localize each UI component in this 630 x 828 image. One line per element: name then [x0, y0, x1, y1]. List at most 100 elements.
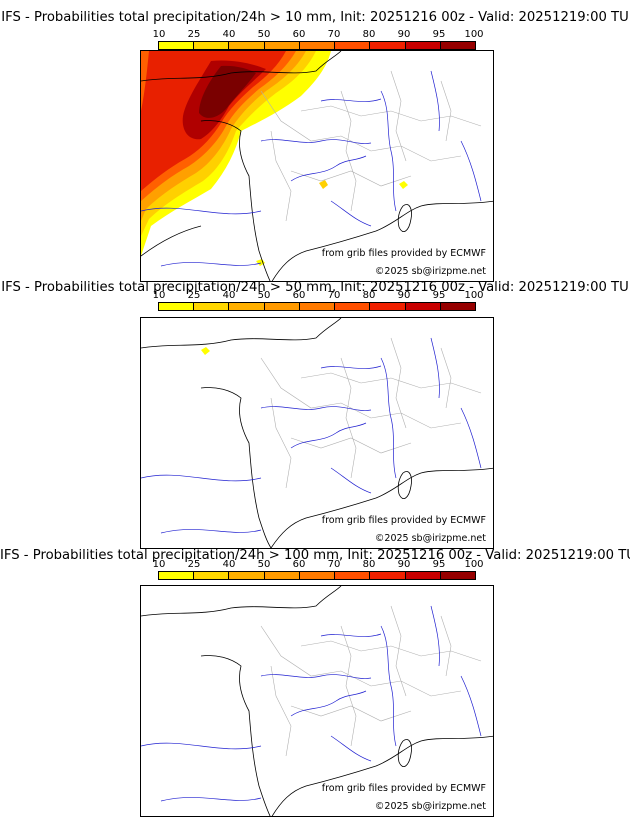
med-coast	[270, 467, 493, 548]
colorbar-swatch	[159, 42, 195, 49]
colorbar	[158, 571, 476, 580]
coastline	[141, 586, 342, 816]
colorbar-swatch	[335, 303, 371, 310]
map-svg	[141, 51, 493, 281]
tick-label: 60	[292, 29, 306, 40]
colorbar-swatch	[229, 572, 265, 579]
tick-label: 100	[464, 559, 484, 570]
admin-borders	[260, 337, 482, 489]
tick-label: 40	[222, 559, 236, 570]
rivers	[141, 337, 482, 534]
coastline	[141, 318, 342, 548]
prob-spot	[201, 347, 210, 355]
admin-borders	[260, 70, 482, 222]
tick-label: 90	[397, 29, 411, 40]
med-coast	[271, 200, 493, 281]
tick-label: 50	[257, 290, 271, 301]
colorbar-swatch	[264, 303, 300, 310]
colorbar-swatch	[335, 572, 371, 579]
map-france: from grib files provided by ECMWF ©2025 …	[140, 50, 494, 282]
tick-label: 40	[222, 29, 236, 40]
colorbar-swatch	[405, 42, 441, 49]
prob-area-95	[199, 65, 256, 118]
colorbar-swatch	[229, 303, 265, 310]
colorbar-swatch	[299, 303, 336, 310]
corsica	[397, 471, 412, 499]
tick-label: 10	[152, 290, 166, 301]
tick-label: 10	[152, 29, 166, 40]
admin-borders	[260, 605, 482, 757]
source-credit: from grib files provided by ECMWF	[320, 515, 487, 526]
colorbar-swatch	[264, 42, 300, 49]
colorbar-swatch	[299, 572, 336, 579]
corsica	[397, 204, 412, 232]
tick-label: 95	[432, 559, 446, 570]
tick-label: 80	[362, 29, 376, 40]
coastline	[141, 51, 342, 281]
tick-label: 40	[222, 290, 236, 301]
map-svg	[141, 318, 493, 548]
colorbar-swatch	[159, 572, 195, 579]
prob-spot	[319, 180, 328, 189]
panel-title: IFS - Probabilities total precipitation/…	[1, 10, 629, 25]
tick-label: 100	[464, 290, 484, 301]
tick-label: 25	[187, 559, 201, 570]
colorbar-swatch	[194, 303, 230, 310]
tick-label: 25	[187, 29, 201, 40]
colorbar-swatch	[370, 572, 406, 579]
tick-label: 95	[432, 290, 446, 301]
tick-label: 50	[257, 29, 271, 40]
map-france: from grib files provided by ECMWF ©2025 …	[140, 585, 494, 817]
colorbar-swatch	[264, 572, 300, 579]
tick-label: 80	[362, 290, 376, 301]
copyright-credit: ©2025 sb@irizpme.net	[373, 266, 487, 277]
med-coast	[271, 735, 493, 816]
colorbar-swatch	[194, 42, 230, 49]
source-credit: from grib files provided by ECMWF	[320, 248, 487, 259]
copyright-credit: ©2025 sb@irizpme.net	[373, 801, 487, 812]
map-france: from grib files provided by ECMWF ©2025 …	[140, 317, 494, 549]
tick-label: 50	[257, 559, 271, 570]
panel-100mm: IFS - Probabilities total precipitation/…	[0, 548, 630, 818]
colorbar-swatch	[405, 303, 441, 310]
colorbar-swatch	[440, 572, 475, 579]
tick-label: 70	[327, 29, 341, 40]
colorbar-swatch	[194, 572, 230, 579]
colorbar-swatch	[370, 303, 406, 310]
tick-label: 100	[464, 29, 484, 40]
tick-label: 90	[397, 559, 411, 570]
panel-title: IFS - Probabilities total precipitation/…	[0, 548, 630, 563]
tick-label: 80	[362, 559, 376, 570]
colorbar-swatch	[229, 42, 265, 49]
tick-label: 95	[432, 29, 446, 40]
prob-spot	[256, 259, 265, 266]
colorbar-ticks: 10 25 40 50 60 70 80 90 95 100	[142, 559, 492, 571]
map-svg	[141, 586, 493, 816]
tick-label: 10	[152, 559, 166, 570]
colorbar-swatch	[335, 42, 371, 49]
prob-spot	[399, 181, 408, 189]
colorbar-ticks: 10 25 40 50 60 70 80 90 95 100	[142, 29, 492, 41]
colorbar-swatch	[299, 42, 336, 49]
colorbar-swatch	[440, 303, 475, 310]
colorbar-swatch	[440, 42, 475, 49]
colorbar	[158, 41, 476, 50]
panel-50mm: IFS - Probabilities total precipitation/…	[0, 280, 630, 549]
source-credit: from grib files provided by ECMWF	[320, 783, 487, 794]
corsica	[397, 739, 412, 767]
tick-label: 90	[397, 290, 411, 301]
panel-title: IFS - Probabilities total precipitation/…	[1, 280, 629, 295]
colorbar-swatch	[405, 572, 441, 579]
colorbar-swatch	[370, 42, 406, 49]
tick-label: 70	[327, 559, 341, 570]
copyright-credit: ©2025 sb@irizpme.net	[373, 533, 487, 544]
colorbar-swatch	[159, 303, 195, 310]
colorbar-ticks: 10 25 40 50 60 70 80 90 95 100	[142, 290, 492, 302]
colorbar	[158, 302, 476, 311]
rivers	[141, 605, 482, 802]
tick-label: 60	[292, 559, 306, 570]
tick-label: 60	[292, 290, 306, 301]
panel-10mm: IFS - Probabilities total precipitation/…	[0, 10, 630, 282]
rivers	[141, 70, 482, 267]
tick-label: 25	[187, 290, 201, 301]
